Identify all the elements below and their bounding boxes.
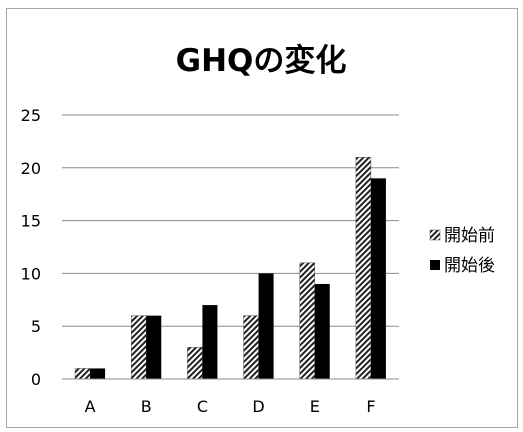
gridlines	[62, 114, 399, 380]
bar-C-series-1	[187, 347, 203, 380]
bar-E-series-2	[314, 283, 330, 379]
y-tick-label: 5	[31, 317, 41, 336]
x-axis-ticks: A B C D E F	[62, 378, 399, 416]
x-tick-label: F	[366, 397, 375, 416]
bar-B-series-2	[146, 315, 162, 379]
x-tick-label: C	[197, 397, 208, 416]
bar-E-series-1	[299, 262, 315, 380]
bar-D-series-1	[243, 315, 259, 380]
bar-F-series-1	[355, 156, 372, 380]
y-tick-label: 20	[21, 159, 41, 178]
y-tick-label: 10	[21, 264, 41, 283]
legend-swatch-2	[430, 260, 440, 270]
y-tick-label: 25	[21, 106, 41, 125]
bar-B-series-1	[131, 315, 147, 380]
x-tick-label: A	[85, 397, 96, 416]
legend-swatch-1	[429, 229, 441, 241]
bars	[74, 156, 386, 380]
x-tick-label: B	[141, 397, 152, 416]
bar-F-series-2	[370, 178, 386, 379]
legend-label-2: 開始後	[444, 256, 495, 276]
chart-frame: GHQの変化 0 5 10 15 20 25 A B C D E F 開始前開始後	[6, 8, 518, 428]
y-tick-label: 0	[31, 370, 41, 389]
legend-label-1: 開始前	[444, 226, 495, 246]
y-tick-label: 15	[21, 212, 41, 231]
chart-title: GHQの変化	[176, 43, 347, 79]
x-tick-label: E	[310, 397, 320, 416]
y-axis-ticks: 0 5 10 15 20 25	[21, 106, 41, 389]
bar-C-series-2	[202, 305, 218, 379]
bar-A-series-2	[90, 368, 106, 379]
x-tick-label: D	[252, 397, 264, 416]
bar-A-series-1	[74, 368, 91, 380]
bar-D-series-2	[258, 273, 274, 379]
